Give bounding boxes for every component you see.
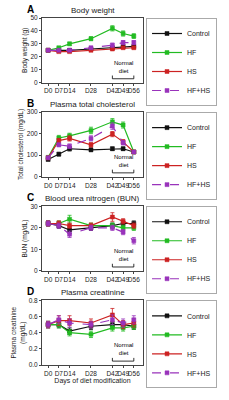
- svg-text:0.2: 0.2: [29, 345, 38, 352]
- svg-text:D0: D0: [44, 182, 53, 189]
- svg-text:Blood urea nitrogen (BUN): Blood urea nitrogen (BUN): [45, 194, 140, 203]
- svg-text:40: 40: [30, 27, 38, 34]
- svg-text:D7: D7: [55, 182, 64, 189]
- svg-text:Control: Control: [187, 30, 210, 37]
- svg-text:HF: HF: [187, 49, 196, 56]
- svg-text:HF+HS: HF+HS: [187, 370, 210, 377]
- svg-text:0: 0: [34, 173, 38, 180]
- svg-text:HS: HS: [187, 351, 197, 358]
- svg-text:Total cholesterol (mg/dL): Total cholesterol (mg/dL): [17, 109, 25, 180]
- svg-text:Plasma creatinine(mg/dL): Plasma creatinine(mg/dL): [10, 306, 26, 358]
- svg-text:D56: D56: [128, 276, 140, 283]
- svg-text:Control: Control: [187, 313, 210, 320]
- svg-text:HS: HS: [187, 162, 197, 169]
- svg-text:10: 10: [30, 66, 38, 73]
- svg-text:300: 300: [27, 108, 38, 115]
- svg-text:Normaldiet: Normaldiet: [114, 248, 133, 262]
- svg-text:0.8: 0.8: [29, 297, 38, 304]
- svg-text:Days of diet modification: Days of diet modification: [54, 377, 130, 385]
- svg-text:200: 200: [27, 130, 38, 137]
- svg-text:D28: D28: [85, 182, 97, 189]
- svg-text:HF: HF: [187, 143, 196, 150]
- svg-text:Normaldiet: Normaldiet: [114, 154, 133, 168]
- svg-text:HF+HS: HF+HS: [187, 181, 210, 188]
- svg-text:D14: D14: [64, 276, 76, 283]
- svg-text:Normaldiet: Normaldiet: [114, 60, 133, 74]
- svg-text:0.6: 0.6: [29, 313, 38, 320]
- svg-text:D42: D42: [106, 182, 118, 189]
- svg-text:100: 100: [27, 151, 38, 158]
- svg-text:20: 20: [30, 53, 38, 60]
- svg-text:0.0: 0.0: [29, 361, 38, 368]
- svg-text:D7: D7: [55, 276, 64, 283]
- svg-text:Control: Control: [187, 124, 210, 131]
- svg-text:20: 20: [30, 224, 38, 231]
- svg-text:0: 0: [34, 267, 38, 274]
- svg-text:HF+HS: HF+HS: [187, 275, 210, 282]
- svg-text:D42: D42: [106, 87, 118, 94]
- svg-text:D56: D56: [128, 370, 140, 377]
- svg-text:D0: D0: [44, 276, 53, 283]
- svg-text:0.4: 0.4: [29, 329, 38, 336]
- svg-text:BUN (mg/dL): BUN (mg/dL): [21, 220, 29, 258]
- svg-text:D7: D7: [55, 370, 64, 377]
- svg-text:Body weight: Body weight: [71, 6, 115, 15]
- svg-text:50: 50: [30, 14, 38, 21]
- svg-text:Plasma creatinine: Plasma creatinine: [61, 288, 125, 297]
- svg-text:B: B: [27, 98, 34, 109]
- svg-text:D56: D56: [128, 87, 140, 94]
- svg-text:HS: HS: [187, 256, 197, 263]
- svg-text:HF: HF: [187, 332, 196, 339]
- svg-text:0: 0: [34, 79, 38, 86]
- svg-text:Body weight (g): Body weight (g): [21, 28, 29, 73]
- svg-text:D28: D28: [85, 276, 97, 283]
- svg-text:D: D: [27, 286, 34, 297]
- svg-text:Normaldiet: Normaldiet: [114, 342, 133, 356]
- svg-text:D14: D14: [64, 182, 76, 189]
- svg-text:D56: D56: [128, 182, 140, 189]
- svg-text:30: 30: [30, 203, 38, 210]
- svg-text:C: C: [27, 192, 34, 203]
- svg-text:D42: D42: [106, 370, 118, 377]
- svg-text:D7: D7: [55, 87, 64, 94]
- svg-text:D49: D49: [117, 276, 129, 283]
- svg-text:D0: D0: [44, 370, 53, 377]
- svg-text:D0: D0: [44, 87, 53, 94]
- svg-text:Plasma total cholesterol: Plasma total cholesterol: [50, 100, 135, 109]
- svg-text:D49: D49: [117, 182, 129, 189]
- svg-text:D28: D28: [85, 370, 97, 377]
- svg-text:30: 30: [30, 40, 38, 47]
- svg-text:Control: Control: [187, 218, 210, 225]
- svg-text:D42: D42: [106, 276, 118, 283]
- svg-text:D49: D49: [117, 370, 129, 377]
- svg-text:D28: D28: [85, 87, 97, 94]
- svg-text:A: A: [27, 4, 34, 15]
- svg-text:10: 10: [30, 246, 38, 253]
- svg-text:HF: HF: [187, 237, 196, 244]
- svg-text:D14: D14: [64, 87, 76, 94]
- svg-text:HF+HS: HF+HS: [187, 87, 210, 94]
- svg-text:D14: D14: [64, 370, 76, 377]
- svg-text:HS: HS: [187, 68, 197, 75]
- svg-text:D49: D49: [117, 87, 129, 94]
